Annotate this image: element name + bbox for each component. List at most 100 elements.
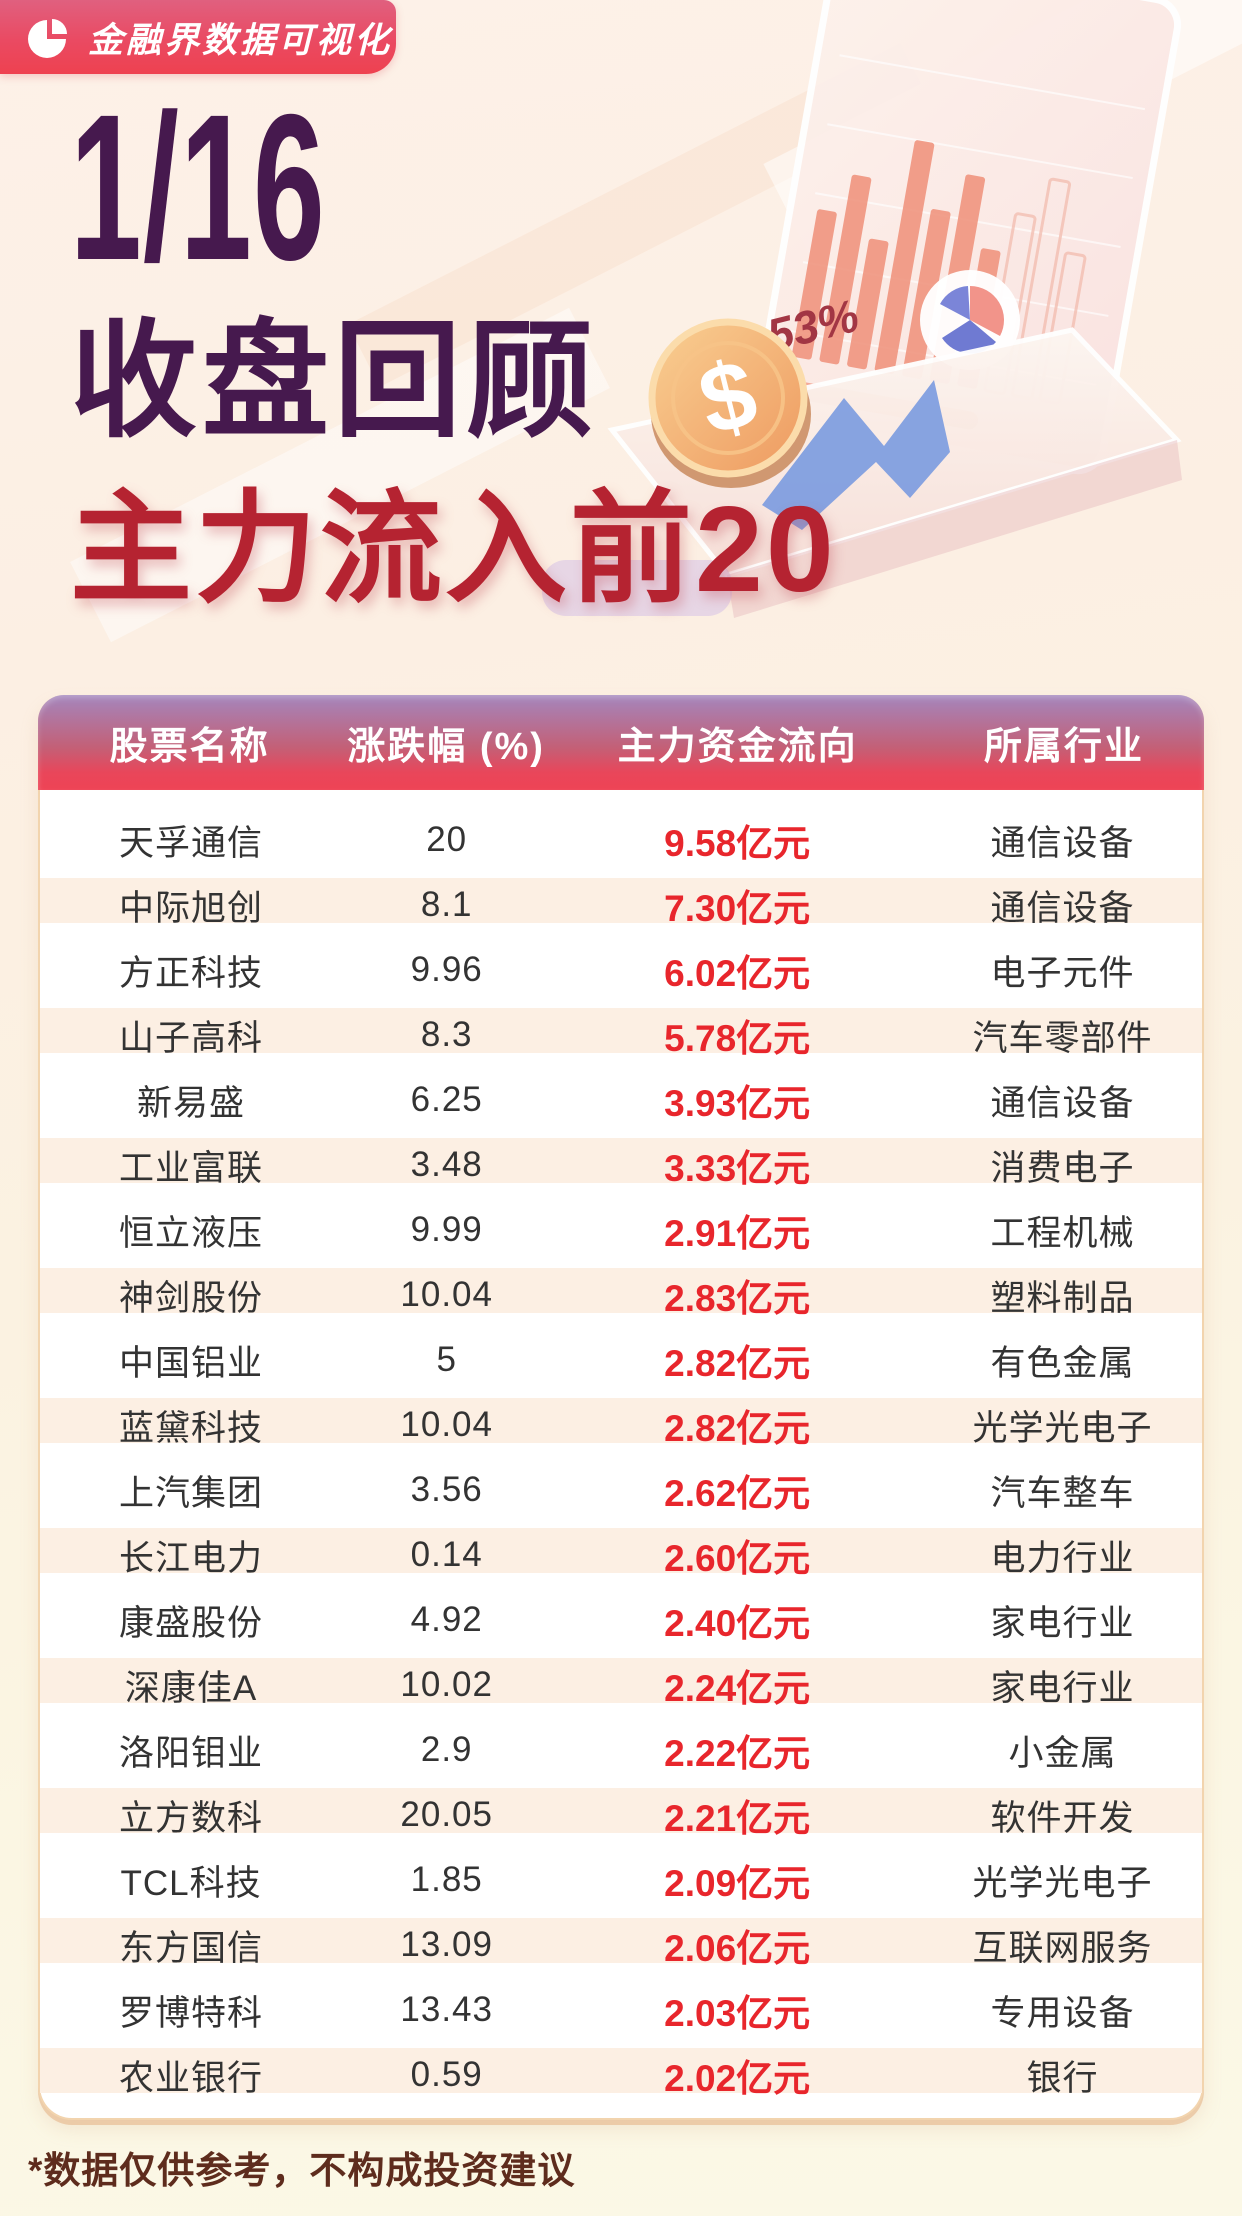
change-percent: 10.04 bbox=[400, 1275, 493, 1314]
change-percent: 13.43 bbox=[400, 1990, 493, 2029]
stock-name: 农业银行 bbox=[119, 2058, 264, 2098]
industry: 工程机械 bbox=[990, 1213, 1135, 1253]
stock-name: 中际旭创 bbox=[119, 888, 264, 928]
change-percent: 8.1 bbox=[420, 885, 473, 924]
industry: 家电行业 bbox=[990, 1603, 1135, 1643]
table-row: 长江电力 0.14 2.60亿元 电力行业 bbox=[40, 1518, 1202, 1583]
change-percent: 4.92 bbox=[410, 1600, 483, 1639]
industry: 软件开发 bbox=[990, 1798, 1135, 1838]
industry: 塑料制品 bbox=[990, 1278, 1135, 1318]
change-percent: 2.9 bbox=[420, 1730, 473, 1769]
industry: 消费电子 bbox=[990, 1148, 1135, 1188]
industry: 汽车整车 bbox=[990, 1473, 1135, 1513]
header-main-inflow: 主力资金流向 bbox=[617, 726, 858, 768]
table-row: 上汽集团 3.56 2.62亿元 汽车整车 bbox=[40, 1453, 1202, 1518]
stock-name: 神剑股份 bbox=[119, 1278, 264, 1318]
pie-chart-logo-icon bbox=[28, 19, 67, 58]
main-inflow: 2.02亿元 bbox=[664, 2058, 811, 2099]
main-inflow: 2.82亿元 bbox=[664, 1343, 811, 1384]
stock-name: 东方国信 bbox=[119, 1928, 264, 1968]
table-row: 中国铝业 5 2.82亿元 有色金属 bbox=[40, 1323, 1202, 1388]
stock-name: TCL科技 bbox=[120, 1863, 262, 1903]
industry: 电力行业 bbox=[990, 1538, 1135, 1578]
stock-name: 山子高科 bbox=[119, 1018, 264, 1058]
stock-name: 蓝黛科技 bbox=[119, 1408, 264, 1448]
table-body: 天孚通信 20 9.58亿元 通信设备 中际旭创 8.1 7.30亿元 通信设备… bbox=[40, 790, 1202, 2103]
table-row: 蓝黛科技 10.04 2.82亿元 光学光电子 bbox=[40, 1388, 1202, 1453]
main-inflow: 3.93亿元 bbox=[664, 1083, 811, 1124]
industry: 有色金属 bbox=[990, 1343, 1135, 1383]
table-row: 天孚通信 20 9.58亿元 通信设备 bbox=[40, 803, 1202, 868]
laptop-screen bbox=[754, 0, 1182, 475]
pie-chart bbox=[920, 270, 1020, 370]
change-percent: 0.59 bbox=[410, 2055, 483, 2094]
title-main: 主力流入前20 bbox=[70, 481, 837, 617]
main-inflow: 2.22亿元 bbox=[664, 1733, 811, 1774]
screen-slider bbox=[780, 379, 979, 430]
chart-grid bbox=[790, 54, 1145, 386]
table-row: 新易盛 6.25 3.93亿元 通信设备 bbox=[40, 1063, 1202, 1128]
table-row: 洛阳钼业 2.9 2.22亿元 小金属 bbox=[40, 1713, 1202, 1778]
industry: 通信设备 bbox=[990, 1083, 1135, 1123]
table-row: 康盛股份 4.92 2.40亿元 家电行业 bbox=[40, 1583, 1202, 1648]
main-inflow: 2.03亿元 bbox=[664, 1993, 811, 2034]
table-row: TCL科技 1.85 2.09亿元 光学光电子 bbox=[40, 1843, 1202, 1908]
change-percent: 0.14 bbox=[410, 1535, 483, 1574]
change-percent: 3.56 bbox=[410, 1470, 483, 1509]
header-industry: 所属行业 bbox=[984, 726, 1145, 768]
stock-name: 洛阳钼业 bbox=[119, 1733, 264, 1773]
change-percent: 9.96 bbox=[410, 950, 483, 989]
main-inflow: 2.82亿元 bbox=[664, 1408, 811, 1449]
main-inflow: 2.83亿元 bbox=[664, 1278, 811, 1319]
dollar-coin: $ bbox=[648, 318, 811, 488]
industry: 互联网服务 bbox=[972, 1928, 1153, 1968]
background-streak bbox=[763, 0, 1242, 263]
brand-name: 金融界数据可视化 bbox=[88, 20, 393, 60]
main-inflow: 6.02亿元 bbox=[664, 953, 811, 994]
table-row: 恒立液压 9.99 2.91亿元 工程机械 bbox=[40, 1193, 1202, 1258]
main-inflow: 2.24亿元 bbox=[664, 1668, 811, 1709]
industry: 小金属 bbox=[1008, 1733, 1117, 1773]
industry: 汽车零部件 bbox=[972, 1018, 1153, 1058]
stock-name: 中国铝业 bbox=[119, 1343, 264, 1383]
stock-name: 天孚通信 bbox=[119, 823, 264, 863]
header-change-pct: 涨跌幅 (%) bbox=[347, 726, 545, 768]
industry: 通信设备 bbox=[990, 888, 1135, 928]
stock-name: 方正科技 bbox=[119, 953, 264, 993]
industry: 专用设备 bbox=[990, 1993, 1135, 2033]
change-percent: 5 bbox=[436, 1340, 457, 1379]
stock-name: 立方数科 bbox=[119, 1798, 264, 1838]
brand-badge: 金融界数据可视化 bbox=[0, 0, 396, 74]
industry: 光学光电子 bbox=[972, 1408, 1153, 1448]
main-inflow: 2.60亿元 bbox=[664, 1538, 811, 1579]
table-row: 中际旭创 8.1 7.30亿元 通信设备 bbox=[40, 868, 1202, 933]
bar-chart-outline bbox=[983, 177, 1087, 405]
stock-name: 新易盛 bbox=[137, 1083, 246, 1123]
industry: 银行 bbox=[1026, 2058, 1099, 2098]
change-percent: 10.02 bbox=[400, 1665, 493, 1704]
stock-name: 长江电力 bbox=[119, 1538, 264, 1578]
stock-name: 罗博特科 bbox=[119, 1993, 264, 2033]
table-header-row: 股票名称 涨跌幅 (%) 主力资金流向 所属行业 bbox=[38, 695, 1204, 790]
disclaimer: *数据仅供参考，不构成投资建议 bbox=[28, 2150, 576, 2191]
industry: 家电行业 bbox=[990, 1668, 1135, 1708]
main-inflow: 9.58亿元 bbox=[664, 823, 811, 864]
change-percent: 6.25 bbox=[410, 1080, 483, 1119]
change-percent: 20.05 bbox=[400, 1795, 493, 1834]
header-stock-name: 股票名称 bbox=[109, 726, 270, 768]
stocks-table-card: 股票名称 涨跌幅 (%) 主力资金流向 所属行业 天孚通信 20 9.58亿元 … bbox=[38, 695, 1204, 2120]
stock-name: 恒立液压 bbox=[119, 1213, 264, 1253]
main-inflow: 2.40亿元 bbox=[664, 1603, 811, 1644]
change-percent: 20 bbox=[426, 820, 468, 859]
change-percent: 13.09 bbox=[400, 1925, 493, 1964]
table-row: 方正科技 9.96 6.02亿元 电子元件 bbox=[40, 933, 1202, 998]
change-percent: 3.48 bbox=[410, 1145, 483, 1184]
change-percent: 10.04 bbox=[400, 1405, 493, 1444]
table-row: 深康佳A 10.02 2.24亿元 家电行业 bbox=[40, 1648, 1202, 1713]
stock-name: 康盛股份 bbox=[119, 1603, 264, 1643]
change-percent: 8.3 bbox=[420, 1015, 473, 1054]
stock-name: 工业富联 bbox=[119, 1148, 264, 1188]
table-row: 东方国信 13.09 2.06亿元 互联网服务 bbox=[40, 1908, 1202, 1973]
main-inflow: 2.62亿元 bbox=[664, 1473, 811, 1514]
